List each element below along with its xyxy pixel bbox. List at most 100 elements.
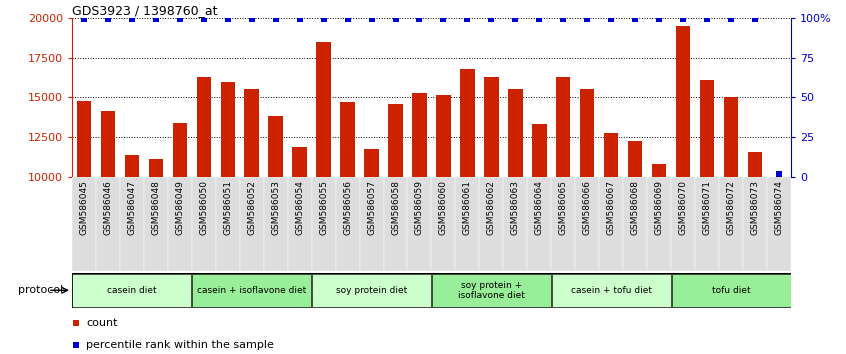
Bar	[124, 155, 139, 177]
Bar	[316, 41, 331, 177]
Text: GSM586048: GSM586048	[151, 180, 160, 235]
Bar	[437, 95, 451, 177]
Text: GDS3923 / 1398760_at: GDS3923 / 1398760_at	[72, 4, 217, 17]
Text: GSM586065: GSM586065	[559, 180, 568, 235]
Bar	[575, 177, 599, 271]
Bar	[120, 177, 144, 271]
Bar	[628, 141, 642, 177]
Text: GSM586067: GSM586067	[607, 180, 616, 235]
Text: GSM586049: GSM586049	[175, 180, 184, 235]
Bar	[647, 177, 671, 271]
Text: GSM586051: GSM586051	[223, 180, 232, 235]
Bar	[532, 124, 547, 177]
Text: GSM586073: GSM586073	[750, 180, 760, 235]
Text: GSM586053: GSM586053	[272, 180, 280, 235]
Bar	[360, 177, 383, 271]
Text: soy protein +
isoflavone diet: soy protein + isoflavone diet	[458, 281, 525, 300]
Text: GSM586057: GSM586057	[367, 180, 376, 235]
Text: GSM586056: GSM586056	[343, 180, 352, 235]
Text: casein + tofu diet: casein + tofu diet	[571, 286, 651, 295]
Text: GSM586052: GSM586052	[247, 180, 256, 235]
Text: GSM586068: GSM586068	[631, 180, 640, 235]
Bar	[672, 274, 790, 307]
Bar	[604, 133, 618, 177]
Bar	[556, 78, 570, 177]
Bar	[527, 177, 552, 271]
Bar	[144, 177, 168, 271]
Bar	[432, 274, 551, 307]
Bar	[73, 274, 191, 307]
Text: GSM586066: GSM586066	[583, 180, 591, 235]
Text: GSM586055: GSM586055	[319, 180, 328, 235]
Bar	[311, 177, 336, 271]
Text: soy protein diet: soy protein diet	[336, 286, 407, 295]
Text: GSM586047: GSM586047	[128, 180, 136, 235]
Bar	[239, 177, 264, 271]
Bar	[77, 101, 91, 177]
Bar	[724, 97, 739, 177]
Bar	[196, 78, 211, 177]
Bar	[652, 164, 667, 177]
Text: count: count	[86, 318, 118, 328]
Text: GSM586060: GSM586060	[439, 180, 448, 235]
Bar	[743, 177, 767, 271]
Text: GSM586045: GSM586045	[80, 180, 88, 235]
Bar	[484, 78, 498, 177]
Bar	[192, 274, 311, 307]
Bar	[192, 177, 216, 271]
Bar	[244, 89, 259, 177]
Bar	[624, 177, 647, 271]
Bar	[72, 177, 96, 271]
Text: protocol: protocol	[19, 285, 63, 295]
Text: GSM586059: GSM586059	[415, 180, 424, 235]
Text: GSM586062: GSM586062	[487, 180, 496, 235]
Bar	[508, 88, 523, 177]
Bar	[408, 177, 431, 271]
Bar	[268, 116, 283, 177]
Bar	[365, 149, 379, 177]
Bar	[101, 111, 115, 177]
Bar	[336, 177, 360, 271]
Text: GSM586058: GSM586058	[391, 180, 400, 235]
Bar	[671, 177, 695, 271]
Bar	[412, 93, 426, 177]
Bar	[552, 274, 671, 307]
Text: GSM586069: GSM586069	[655, 180, 663, 235]
Bar	[767, 177, 791, 271]
Bar	[431, 177, 455, 271]
Text: GSM586074: GSM586074	[775, 180, 783, 235]
Text: percentile rank within the sample: percentile rank within the sample	[86, 339, 274, 350]
Text: GSM586054: GSM586054	[295, 180, 304, 235]
Text: GSM586064: GSM586064	[535, 180, 544, 235]
Text: GSM586046: GSM586046	[103, 180, 113, 235]
Bar	[599, 177, 624, 271]
Text: GSM586061: GSM586061	[463, 180, 472, 235]
Bar	[480, 177, 503, 271]
Bar	[312, 274, 431, 307]
Bar	[676, 25, 690, 177]
Bar	[96, 177, 120, 271]
Bar	[288, 177, 311, 271]
Bar	[293, 147, 307, 177]
Text: GSM586071: GSM586071	[703, 180, 711, 235]
Bar	[719, 177, 743, 271]
Bar	[552, 177, 575, 271]
Bar	[748, 152, 762, 177]
Bar	[149, 159, 163, 177]
Text: tofu diet: tofu diet	[711, 286, 750, 295]
Bar	[168, 177, 192, 271]
Bar	[173, 123, 187, 177]
Text: GSM586070: GSM586070	[678, 180, 688, 235]
Bar	[264, 177, 288, 271]
Text: casein + isoflavone diet: casein + isoflavone diet	[197, 286, 306, 295]
Bar	[460, 69, 475, 177]
Text: GSM586063: GSM586063	[511, 180, 519, 235]
Text: GSM586072: GSM586072	[727, 180, 735, 235]
Bar	[221, 82, 235, 177]
Text: casein diet: casein diet	[107, 286, 157, 295]
Bar	[580, 88, 595, 177]
Bar	[455, 177, 480, 271]
Bar	[216, 177, 239, 271]
Bar	[503, 177, 527, 271]
Bar	[340, 102, 354, 177]
